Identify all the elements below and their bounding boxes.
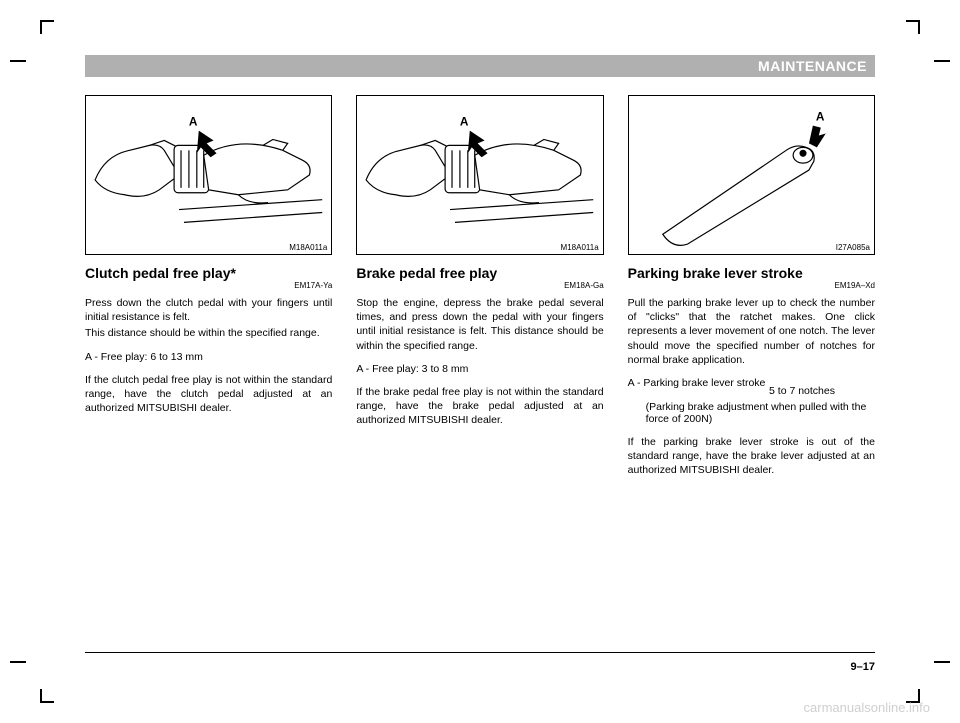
- page: MAINTENANCE: [0, 0, 960, 723]
- crop-mark: [40, 20, 54, 22]
- section-code: EM18A-Ga: [356, 281, 603, 290]
- arrow-label: A: [189, 115, 198, 129]
- header-title: MAINTENANCE: [758, 58, 867, 74]
- figure-brake-pedal: A M18A011a: [356, 95, 603, 255]
- figure-parking-brake: A I27A085a: [628, 95, 875, 255]
- crop-tick: [10, 661, 26, 663]
- paragraph: Pull the parking brake lever up to check…: [628, 296, 875, 367]
- pedal-illustration: A: [357, 96, 602, 254]
- paragraph: Stop the engine, depress the brake pedal…: [356, 296, 603, 353]
- crop-tick: [10, 60, 26, 62]
- crop-tick: [934, 661, 950, 663]
- figure-id: M18A011a: [289, 243, 327, 252]
- section-code: EM19A–Xd: [628, 281, 875, 290]
- paragraph: This distance should be within the speci…: [85, 326, 332, 340]
- section-title-clutch: Clutch pedal free play*: [85, 265, 332, 281]
- figure-id: I27A085a: [836, 243, 870, 252]
- section-title-parking: Parking brake lever stroke: [628, 265, 875, 281]
- paragraph: If the parking brake lever stroke is out…: [628, 435, 875, 478]
- crop-mark: [906, 20, 920, 22]
- watermark: carmanualsonline.info: [804, 700, 930, 715]
- footer-divider: [85, 652, 875, 653]
- column-clutch: A M18A011a Clutch pedal free play* EM17A…: [85, 95, 332, 638]
- crop-mark: [40, 701, 54, 703]
- section-title-brake: Brake pedal free play: [356, 265, 603, 281]
- pedal-illustration: A: [86, 96, 331, 254]
- spec-note: (Parking brake adjustment when pulled wi…: [628, 401, 875, 425]
- column-parking-brake: A I27A085a Parking brake lever stroke EM…: [628, 95, 875, 638]
- figure-id: M18A011a: [561, 243, 599, 252]
- crop-tick: [934, 60, 950, 62]
- column-brake: A M18A011a Brake pedal free play EM18A-G…: [356, 95, 603, 638]
- section-code: EM17A-Ya: [85, 281, 332, 290]
- arrow-label: A: [816, 110, 825, 124]
- figure-clutch-pedal: A M18A011a: [85, 95, 332, 255]
- crop-mark: [40, 20, 42, 34]
- spec-line: A - Free play: 6 to 13 mm: [85, 351, 332, 363]
- spec-line: A - Free play: 3 to 8 mm: [356, 363, 603, 375]
- page-number: 9–17: [851, 661, 875, 673]
- arrow-label: A: [460, 115, 469, 129]
- paragraph: If the brake pedal free play is not with…: [356, 385, 603, 428]
- paragraph: Press down the clutch pedal with your fi…: [85, 296, 332, 324]
- header-bar: MAINTENANCE: [85, 55, 875, 77]
- crop-mark: [918, 20, 920, 34]
- paragraph: If the clutch pedal free play is not wit…: [85, 373, 332, 416]
- lever-illustration: A: [629, 96, 874, 254]
- content-row: A M18A011a Clutch pedal free play* EM17A…: [85, 95, 875, 638]
